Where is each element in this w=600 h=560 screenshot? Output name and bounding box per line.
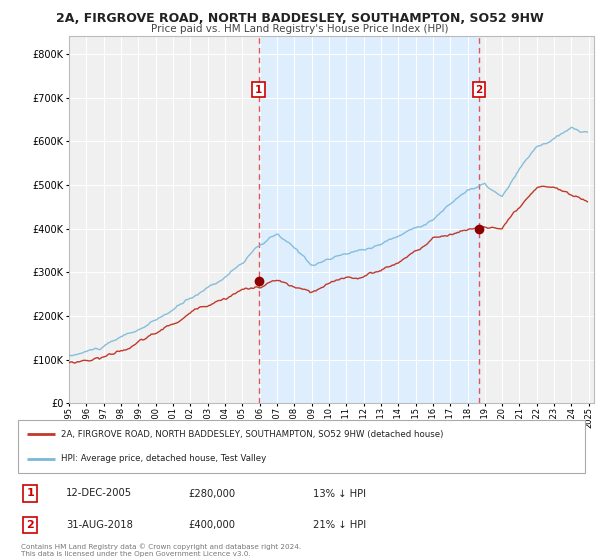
Text: 12-DEC-2005: 12-DEC-2005 xyxy=(66,488,133,498)
Text: 1: 1 xyxy=(26,488,34,498)
Bar xyxy=(259,36,479,403)
Text: 21% ↓ HPI: 21% ↓ HPI xyxy=(313,520,366,530)
Text: 2: 2 xyxy=(475,85,483,95)
Text: HPI: Average price, detached house, Test Valley: HPI: Average price, detached house, Test… xyxy=(61,454,266,463)
Text: 1: 1 xyxy=(255,85,262,95)
Text: 31-AUG-2018: 31-AUG-2018 xyxy=(66,520,133,530)
Text: 13% ↓ HPI: 13% ↓ HPI xyxy=(313,488,366,498)
Text: 2A, FIRGROVE ROAD, NORTH BADDESLEY, SOUTHAMPTON, SO52 9HW: 2A, FIRGROVE ROAD, NORTH BADDESLEY, SOUT… xyxy=(56,12,544,25)
Text: £280,000: £280,000 xyxy=(188,488,235,498)
Text: £400,000: £400,000 xyxy=(188,520,235,530)
Text: This data is licensed under the Open Government Licence v3.0.: This data is licensed under the Open Gov… xyxy=(21,551,251,557)
Text: 2A, FIRGROVE ROAD, NORTH BADDESLEY, SOUTHAMPTON, SO52 9HW (detached house): 2A, FIRGROVE ROAD, NORTH BADDESLEY, SOUT… xyxy=(61,430,443,439)
Text: Contains HM Land Registry data © Crown copyright and database right 2024.: Contains HM Land Registry data © Crown c… xyxy=(21,543,301,550)
Text: Price paid vs. HM Land Registry's House Price Index (HPI): Price paid vs. HM Land Registry's House … xyxy=(151,24,449,34)
Text: 2: 2 xyxy=(26,520,34,530)
FancyBboxPatch shape xyxy=(18,420,585,473)
